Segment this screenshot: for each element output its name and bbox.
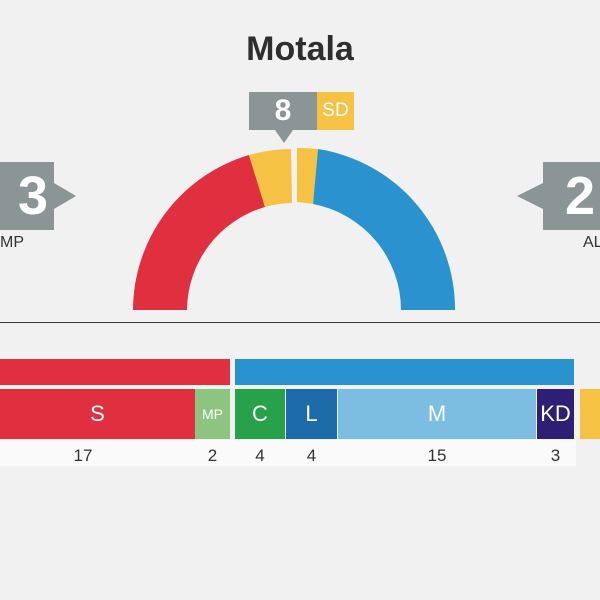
party-seat-count-l: 4 <box>306 446 317 465</box>
center-seat-count: 8 <box>249 92 317 130</box>
right-badge-pointer <box>517 183 543 209</box>
center-badge-pointer <box>275 130 293 143</box>
arc-segment-red <box>133 155 265 310</box>
left-party-label: MP <box>0 234 24 251</box>
party-segment-m: M <box>338 389 536 439</box>
party-seat-count-c: 4 <box>255 446 265 465</box>
arc-segment-yellow-left <box>249 149 292 207</box>
party-segment-c: C <box>235 389 285 439</box>
bloc-bar-yellow <box>580 389 600 439</box>
party-segment-s: S <box>0 389 195 439</box>
party-seat-count-m: 15 <box>427 446 447 465</box>
party-segment-kd: KD <box>537 389 574 439</box>
arc-segment-blue <box>313 149 456 310</box>
right-seat-badge: 2 <box>543 162 600 230</box>
left-seat-badge: 3 <box>0 162 54 230</box>
party-segment-mp: MP <box>195 389 230 439</box>
bloc-bar-red <box>0 359 230 385</box>
right-party-label: AL <box>583 234 600 251</box>
divider <box>0 322 600 323</box>
left-badge-pointer <box>54 183 76 209</box>
chart-title: Motala <box>246 30 354 68</box>
bloc-bar-blue <box>235 359 574 385</box>
center-party-label: SD <box>317 92 354 130</box>
party-seat-count-s: 17 <box>73 446 93 465</box>
party-seat-count-mp: 2 <box>207 446 218 465</box>
party-seat-count-kd: 3 <box>550 446 561 465</box>
arc-segment-yellow-right <box>297 147 318 204</box>
seat-count-row <box>0 440 576 466</box>
party-segment-l: L <box>286 389 337 439</box>
